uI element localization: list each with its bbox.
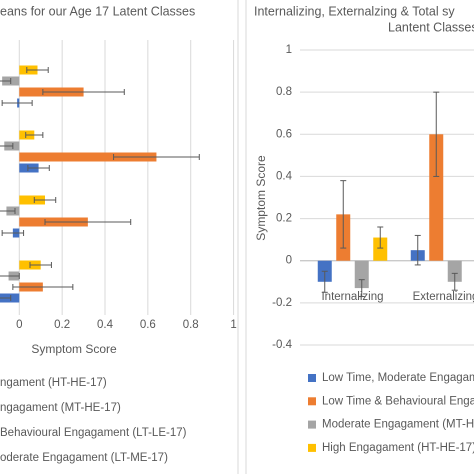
x-tick-label: Externalizing	[413, 291, 474, 303]
bar	[447, 260, 462, 282]
y-tick-label: 1	[286, 44, 292, 56]
chart-title: Internalizing, Externalzing & Total sy	[254, 4, 455, 18]
legend-swatch	[308, 397, 316, 406]
legend-label: ngament (HT-HE-17)	[0, 377, 107, 389]
chart-subtitle: Lantent Classes	[388, 20, 474, 34]
x-tick-label: Internalizing	[321, 291, 383, 303]
x-tick-label: 0.4	[97, 319, 114, 331]
y-tick-label: 0.8	[276, 86, 292, 98]
y-axis-title: Symptom Score	[254, 155, 268, 241]
left-panel	[237, 0, 239, 474]
legend-swatch	[308, 443, 316, 452]
bar	[19, 195, 45, 205]
y-tick-label: 0.6	[276, 128, 292, 140]
x-tick-label: 0.2	[54, 319, 70, 331]
bar	[373, 237, 388, 261]
x-tick-label: 0.6	[140, 319, 156, 331]
y-tick-label: 0.4	[276, 170, 293, 182]
bar	[354, 260, 369, 289]
chart-title: eans for our Age 17 Latent Classes	[0, 4, 195, 18]
y-tick-label: -0.2	[272, 297, 292, 309]
bar	[429, 134, 444, 261]
legend-label: Low Time & Behavioural Engag	[322, 395, 474, 407]
y-tick-label: 0	[286, 255, 292, 267]
x-axis-title: Symptom Score	[31, 342, 117, 356]
y-tick-label: -0.4	[272, 339, 292, 351]
legend-label: Moderate Engagament (MT-HE	[322, 419, 474, 431]
legend-swatch	[308, 374, 316, 382]
right-panel	[245, 0, 247, 474]
x-tick-label: 1	[230, 319, 236, 331]
bar	[19, 152, 157, 162]
legend-label: ngagament (MT-HE-17)	[0, 402, 121, 414]
x-tick-label: 0.8	[183, 319, 199, 331]
legend-label: Behavioural Engagament (LT-LE-17)	[0, 427, 187, 439]
y-tick-label: 0.2	[276, 213, 292, 225]
legend-label: High Engagament (HT-HE-17)	[322, 442, 474, 454]
legend-label: Low Time, Moderate Engagamen	[322, 372, 474, 384]
x-tick-label: 0	[16, 319, 22, 331]
legend-label: oderate Engagament (LT-ME-17)	[0, 452, 168, 464]
legend-swatch	[308, 420, 316, 429]
